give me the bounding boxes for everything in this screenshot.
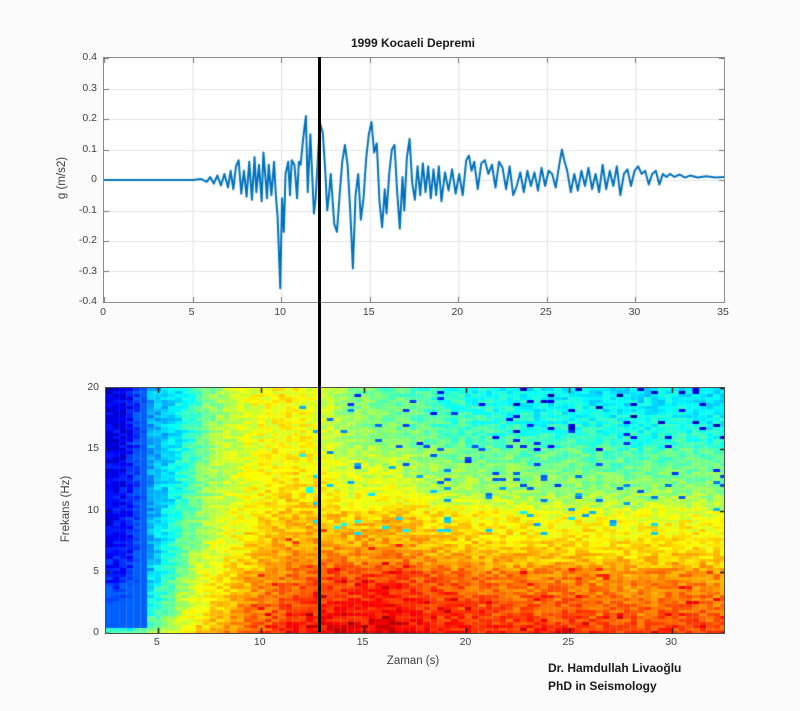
- time-marker-line: [318, 57, 321, 632]
- spectrogram-canvas: [106, 388, 724, 633]
- seismogram-xtick-label: 5: [188, 306, 195, 318]
- spectrogram-ytick-label: 5: [93, 564, 99, 577]
- spectrogram-ytick-label: 0: [93, 626, 99, 638]
- credit-block: Dr. Hamdullah Livaoğlu PhD in Seismology: [548, 659, 681, 695]
- spectrogram-ytick-label: 15: [87, 442, 99, 455]
- credit-degree: PhD in Seismology: [548, 679, 657, 693]
- credit-name: Dr. Hamdullah Livaoğlu: [548, 661, 682, 675]
- seismogram-ytick-label: -0.2: [78, 234, 97, 246]
- seismogram-ytick-label: 0.2: [82, 112, 97, 124]
- spectrogram-xtick-label: 25: [562, 636, 575, 648]
- spectrogram-xtick-label: 5: [153, 636, 160, 648]
- seismogram-xtick-label: 15: [362, 306, 375, 318]
- seismogram-canvas: [104, 58, 724, 302]
- seismogram-xtick-label: 30: [628, 306, 641, 318]
- seismogram-xtick-label: 35: [717, 306, 729, 318]
- seismogram-ytick-label: 0.1: [82, 142, 97, 155]
- seismogram-ytick-label: 0.4: [82, 51, 97, 63]
- spectrogram-ytick-label: 20: [87, 381, 99, 393]
- spectrogram-xtick-label: 30: [665, 636, 677, 648]
- seismogram-ytick-label: 0: [91, 173, 97, 185]
- seismogram-xtick-label: 0: [100, 306, 106, 318]
- spectrogram-xtick-label: 20: [459, 636, 472, 648]
- spectrogram-plot: [105, 387, 725, 634]
- time-axis-label: Zaman (s): [386, 655, 440, 667]
- spectrogram-ytick-label: 10: [87, 503, 99, 516]
- spectrogram-xtick-label: 15: [356, 636, 369, 648]
- seismogram-ytick-label: -0.3: [78, 264, 97, 277]
- seismogram-ytick-label: 0.3: [82, 81, 97, 94]
- seismogram-xtick-label: 20: [451, 306, 464, 318]
- figure-title: 1999 Kocaeli Depremi: [350, 36, 476, 50]
- spectrogram-xtick-label: 10: [253, 636, 266, 648]
- seismogram-plot: [103, 57, 725, 303]
- seismogram-xtick-label: 10: [274, 306, 286, 318]
- seismogram-ytick-label: -0.4: [78, 295, 97, 307]
- seismogram-ytick-label: -0.1: [78, 203, 97, 216]
- seismogram-xtick-label: 25: [540, 306, 552, 318]
